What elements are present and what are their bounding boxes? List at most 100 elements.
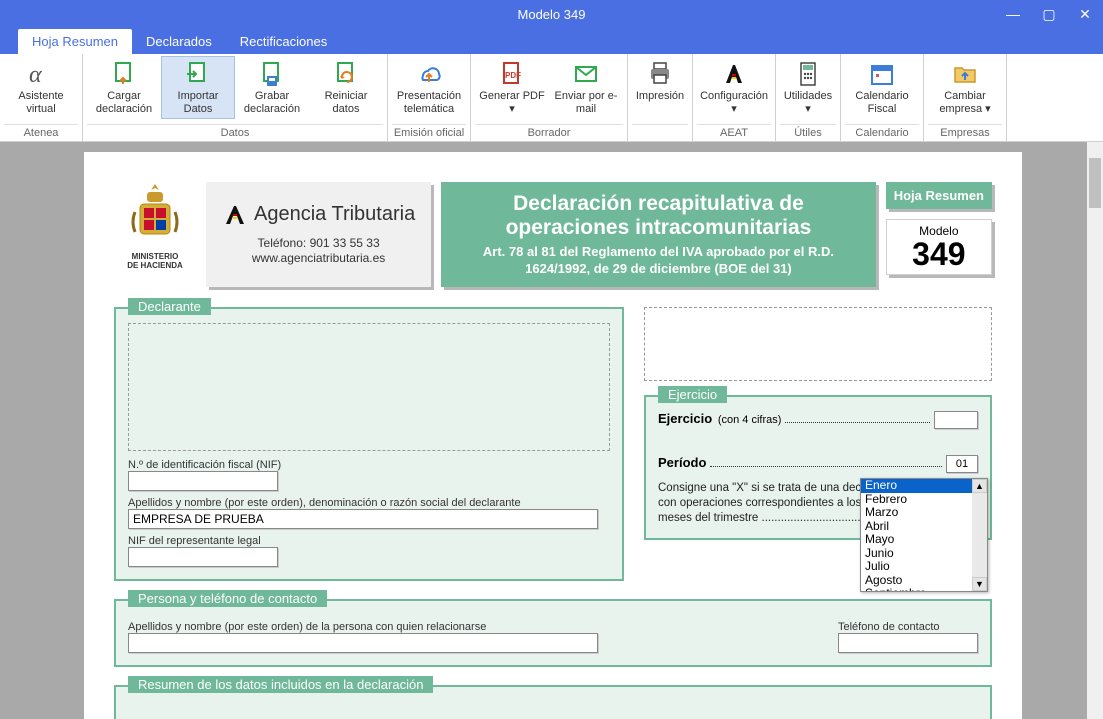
agencia-web: www.agenciatributaria.es: [252, 251, 385, 267]
month-option-febrero[interactable]: Febrero: [861, 493, 987, 507]
tab-hoja-resumen[interactable]: Hoja Resumen: [18, 29, 132, 54]
close-button[interactable]: ✕: [1067, 0, 1103, 28]
aeat-icon: [720, 60, 748, 88]
month-dropdown[interactable]: EneroFebreroMarzoAbrilMayoJunioJulioAgos…: [860, 478, 988, 592]
declaration-title: Declaración recapitulativa de operacione…: [459, 192, 857, 240]
ribbon-group-label: Calendario: [845, 124, 919, 141]
agencia-title: Agencia Tributaria: [222, 202, 415, 228]
window-title: Modelo 349: [518, 7, 586, 22]
calendar-icon: [868, 60, 896, 88]
ejercicio-input[interactable]: [934, 411, 978, 429]
ribbon-grabar-declaraci-n[interactable]: Grabar declaración: [235, 56, 309, 119]
contacto-fieldset: Persona y teléfono de contacto Apellidos…: [114, 599, 992, 667]
minimize-button[interactable]: —: [995, 0, 1031, 28]
nombre-label: Apellidos y nombre (por este orden), den…: [128, 497, 610, 509]
doc-reset-icon: [332, 60, 360, 88]
resumen-fieldset: Resumen de los datos incluidos en la dec…: [114, 685, 992, 719]
month-dropdown-scrollbar[interactable]: ▲ ▼: [972, 479, 987, 591]
declarante-fieldset: Declarante N.º de identificación fiscal …: [114, 307, 624, 581]
month-option-julio[interactable]: Julio: [861, 560, 987, 574]
ministerio-logo: MINISTERIO DE HACIENDA: [114, 182, 196, 287]
nif-input[interactable]: [128, 471, 278, 491]
ribbon-group-label: [632, 124, 688, 141]
ejercicio-paren: (con 4 cifras): [718, 414, 782, 426]
declarante-legend: Declarante: [128, 298, 211, 315]
nif-rep-label: NIF del representante legal: [128, 535, 610, 547]
resumen-legend: Resumen de los datos incluidos en la dec…: [128, 676, 433, 693]
ribbon-enviar-por-e-mail[interactable]: Enviar por e-mail: [549, 56, 623, 119]
ejercicio-label: Ejercicio: [658, 411, 712, 426]
ribbon-cargar-declaraci-n[interactable]: Cargar declaración: [87, 56, 161, 119]
declaration-subtitle: Art. 78 al 81 del Reglamento del IVA apr…: [459, 244, 857, 277]
agencia-box: Agencia Tributaria Teléfono: 901 33 55 3…: [206, 182, 431, 287]
doc-save-icon: [258, 60, 286, 88]
ribbon-utilidades-[interactable]: Utilidades ▾: [780, 56, 836, 119]
contacto-tel-input[interactable]: [838, 633, 978, 653]
periodo-label: Período: [658, 455, 706, 470]
tab-rectificaciones[interactable]: Rectificaciones: [226, 29, 341, 54]
scroll-down-arrow[interactable]: ▼: [972, 577, 987, 591]
contacto-nombre-label: Apellidos y nombre (por este orden) de l…: [128, 621, 818, 633]
page-scrollbar[interactable]: [1087, 142, 1103, 719]
month-option-enero[interactable]: Enero: [861, 479, 987, 493]
ribbon: αAsistente virtual Atenea Cargar declaraci…: [0, 54, 1103, 142]
month-option-marzo[interactable]: Marzo: [861, 506, 987, 520]
right-stamp-area: [644, 307, 992, 381]
nif-label: N.º de identificación fiscal (NIF): [128, 459, 610, 471]
contacto-nombre-input[interactable]: [128, 633, 598, 653]
agencia-telefono: Teléfono: 901 33 55 33: [252, 236, 385, 252]
ministerio-label-1: MINISTERIO: [132, 252, 179, 261]
alpha-icon: α: [27, 60, 55, 88]
doc-load-icon: [110, 60, 138, 88]
ribbon-group-label: AEAT: [697, 124, 771, 141]
titlebar: Modelo 349 — ▢ ✕: [0, 0, 1103, 28]
ribbon-group-label: Atenea: [4, 124, 78, 141]
tab-bar: Hoja Resumen Declarados Rectificaciones: [0, 28, 1103, 54]
modelo-box: Modelo 349: [886, 219, 992, 275]
periodo-input[interactable]: [946, 455, 978, 473]
doc-import-icon: [184, 60, 212, 88]
month-option-mayo[interactable]: Mayo: [861, 533, 987, 547]
contacto-legend: Persona y teléfono de contacto: [128, 590, 327, 607]
month-option-agosto[interactable]: Agosto: [861, 574, 987, 588]
month-option-septiembre[interactable]: Septiembre: [861, 587, 987, 591]
agencia-logo-icon: [222, 202, 248, 228]
modelo-number: 349: [897, 238, 981, 270]
pdf-icon: PDF: [498, 60, 526, 88]
svg-text:α: α: [29, 62, 42, 88]
form-page: MINISTERIO DE HACIENDA Agencia Tributari…: [84, 152, 1022, 719]
calc-icon: [794, 60, 822, 88]
ministerio-label-2: DE HACIENDA: [127, 261, 183, 270]
ribbon-group-label: Borrador: [475, 124, 623, 141]
ribbon-reiniciar-datos[interactable]: Reiniciar datos: [309, 56, 383, 119]
declaration-title-box: Declaración recapitulativa de operacione…: [441, 182, 875, 287]
workspace: MINISTERIO DE HACIENDA Agencia Tributari…: [0, 142, 1103, 719]
ribbon-impresi-n[interactable]: Impresión: [632, 56, 688, 107]
maximize-button[interactable]: ▢: [1031, 0, 1067, 28]
scrollbar-thumb[interactable]: [1089, 158, 1101, 208]
printer-icon: [646, 60, 674, 88]
contacto-tel-label: Teléfono de contacto: [838, 621, 978, 633]
ribbon-configuraci-n-[interactable]: Configuración ▾: [697, 56, 771, 119]
nif-rep-input[interactable]: [128, 547, 278, 567]
ribbon-asistente-virtual[interactable]: αAsistente virtual: [4, 56, 78, 119]
svg-text:PDF: PDF: [505, 71, 521, 80]
ribbon-importar-datos[interactable]: Importar Datos: [161, 56, 235, 119]
ribbon-calendario-fiscal[interactable]: Calendario Fiscal: [845, 56, 919, 119]
ribbon-presentaci-n-telem-tica[interactable]: Presentación telemática: [392, 56, 466, 119]
folder-up-icon: [951, 60, 979, 88]
cloud-up-icon: [415, 60, 443, 88]
month-option-junio[interactable]: Junio: [861, 547, 987, 561]
ribbon-generar-pdf-[interactable]: PDFGenerar PDF ▾: [475, 56, 549, 119]
hoja-resumen-tag: Hoja Resumen: [886, 182, 992, 209]
declarante-stamp-area: [128, 323, 610, 451]
month-option-abril[interactable]: Abril: [861, 520, 987, 534]
scroll-up-arrow[interactable]: ▲: [972, 479, 987, 493]
ribbon-group-label: Útiles: [780, 124, 836, 141]
ribbon-group-label: Emisión oficial: [392, 124, 466, 141]
nombre-input[interactable]: [128, 509, 598, 529]
mail-icon: [572, 60, 600, 88]
tab-declarados[interactable]: Declarados: [132, 29, 226, 54]
ejercicio-legend: Ejercicio: [658, 386, 727, 403]
ribbon-cambiar-empresa-[interactable]: Cambiar empresa ▾: [928, 56, 1002, 119]
